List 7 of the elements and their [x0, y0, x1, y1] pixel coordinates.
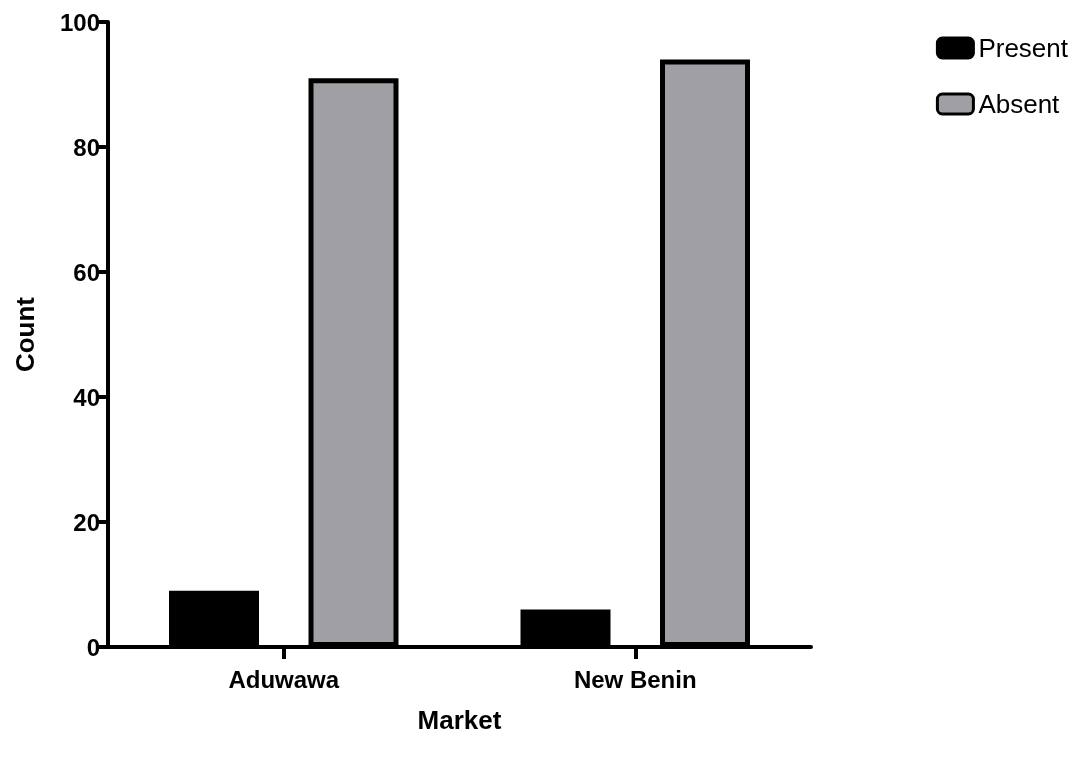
- legend-label: Absent: [978, 89, 1061, 119]
- x-tick-label: New Benin: [573, 665, 697, 693]
- y-axis-title: Count: [10, 296, 40, 373]
- x-axis-title: Market: [417, 705, 502, 735]
- y-tick-label: 100: [59, 8, 100, 36]
- x-tick-label: Aduwawa: [228, 665, 340, 693]
- legend-label: Present: [978, 33, 1069, 63]
